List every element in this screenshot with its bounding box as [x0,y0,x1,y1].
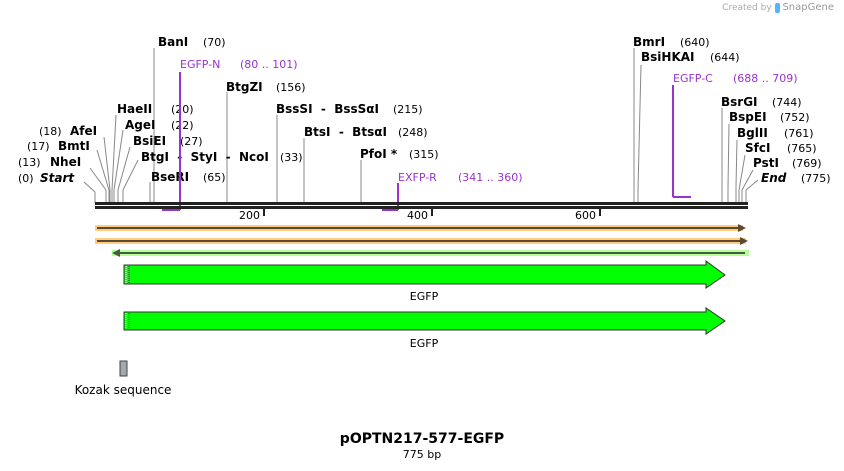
site-pos-start: (0) [18,172,34,185]
site-pos-agei: (22) [171,119,194,132]
site-pos-bglii: (761) [784,127,814,140]
primer-egfp-c-range: (688 .. 709) [733,72,798,85]
site-bani[interactable]: BanI [158,35,188,49]
site-psti[interactable]: PstI [753,156,779,170]
site-bmri[interactable]: BmrI [633,35,665,49]
arrow-left-icon [112,249,120,257]
site-afei[interactable]: AfeI [70,124,97,138]
site-pos-bsiei: (27) [180,135,203,148]
site-pos-btgi: (33) [280,151,303,164]
site-btsi[interactable]: BtsI - BtsαI [304,125,387,139]
site-pos-bspei: (752) [780,111,810,124]
dna-backbone [95,202,748,209]
ruler-tick-600: 600 [575,209,596,222]
site-pos-bsrgi: (744) [772,96,802,109]
plasmid-length: 775 bp [402,448,442,461]
feature-egfp-1[interactable] [123,260,726,289]
site-sfci[interactable]: SfcI [745,141,770,155]
arrow-right-icon [738,224,746,232]
site-end[interactable]: End [761,171,787,185]
site-bmti[interactable]: BmtI [58,139,90,153]
primer-egfp-c[interactable]: EGFP-C [673,72,713,85]
site-bsssi[interactable]: BssSI - BssSαI [276,102,379,116]
primer-egfp-n[interactable]: EGFP-N [180,58,220,71]
site-bspei[interactable]: BspEI [729,110,767,124]
site-btgi-styi-ncoi[interactable]: BtgI - StyI - NcoI [141,150,269,164]
feature-kozak[interactable] [119,360,128,377]
site-btgzi[interactable]: BtgZI [226,80,263,94]
site-start[interactable]: Start [40,171,75,185]
site-pos-nhei: (13) [18,156,41,169]
site-pfoi[interactable]: PfoI * [360,147,398,161]
feature-egfp-2[interactable] [123,307,726,335]
snapgene-logo-icon [774,2,780,13]
site-pos-afei: (18) [39,125,62,138]
site-pos-end: (775) [801,172,831,185]
plasmid-name: pOPTN217-577-EGFP [339,431,505,447]
site-pos-bmti: (17) [27,140,50,153]
primer-exfp-r-range: (341 .. 360) [458,171,523,184]
site-agei[interactable]: AgeI [125,118,155,132]
primers: EGFP-N (80 .. 101) EXFP-R (341 .. 360) E… [162,58,798,211]
site-pos-bsssi: (215) [393,103,423,116]
primer-exfp-r[interactable]: EXFP-R [398,171,437,184]
feature-egfp-2-label: EGFP [410,337,439,350]
ruler: 200 400 600 [239,209,601,222]
site-pos-bseri: (65) [203,171,226,184]
site-bsiei[interactable]: BsiEI [133,134,166,148]
site-bsihkai[interactable]: BsiHKAI [641,50,695,64]
arrow-right-icon [740,237,748,245]
site-pos-sfci: (765) [787,142,817,155]
orfs [95,224,749,257]
credit-brand: SnapGene [782,2,834,13]
site-bglii[interactable]: BglII [737,126,768,140]
site-bseri[interactable]: BseRI [151,170,189,184]
site-pos-bani: (70) [203,36,226,49]
features: EGFP EGFP Kozak sequence [75,260,726,397]
sites: BanI (70) HaeII (20) AgeI (22) BsiEI (27… [117,35,831,185]
credit-prefix: Created by [722,3,772,13]
site-nhei[interactable]: NheI [50,155,81,169]
feature-kozak-label: Kozak sequence [75,383,172,397]
ruler-tick-400: 400 [407,209,428,222]
site-pos-bsihkai: (644) [710,51,740,64]
site-leader-lines [83,48,759,203]
site-pos-pfoi: (315) [409,148,439,161]
primer-egfp-n-range: (80 .. 101) [240,58,298,71]
site-haeii[interactable]: HaeII [117,102,152,116]
site-pos-psti: (769) [792,157,822,170]
site-pos-btsi: (248) [398,126,428,139]
site-pos-haeii: (20) [171,103,194,116]
feature-egfp-1-label: EGFP [410,290,439,303]
site-pos-bmri: (640) [680,36,710,49]
left-sites: (0) Start (13) NheI (17) BmtI (18) AfeI [18,124,97,185]
snapgene-credit: Created by SnapGene [722,2,834,13]
site-pos-btgzi: (156) [276,81,306,94]
site-bsrgi[interactable]: BsrGI [721,95,758,109]
ruler-tick-200: 200 [239,209,260,222]
